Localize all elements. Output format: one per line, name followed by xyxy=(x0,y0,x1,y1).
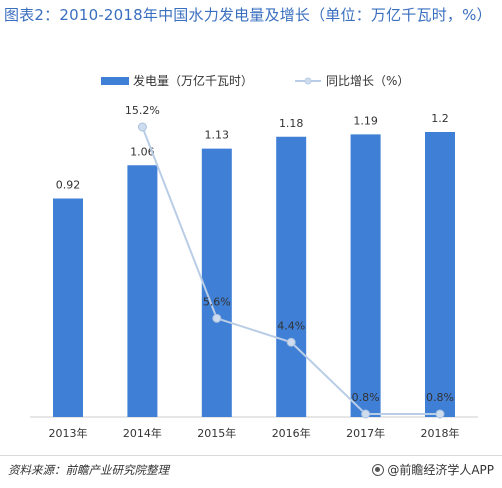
legend-label-line: 同比增长（%） xyxy=(326,74,409,88)
brand-logo-icon xyxy=(372,463,385,476)
chart-title: 图表2：2010-2018年中国水力发电量及增长（单位：万亿千瓦时，%） xyxy=(4,6,492,24)
legend-label-bar: 发电量（万亿千瓦时） xyxy=(133,73,253,88)
bar-2018年 xyxy=(425,132,455,417)
bar-value-label: 1.2 xyxy=(431,112,449,125)
bar-labels-group: 0.92 1.06 1.13 1.18 1.19 1.2 xyxy=(56,112,449,192)
brand-label: @前瞻经济学人APP xyxy=(387,463,494,477)
x-tick-label: 2018年 xyxy=(421,426,460,440)
bar-2016年 xyxy=(276,136,307,417)
growth-value-label: 4.4% xyxy=(277,319,305,332)
bar-2017年 xyxy=(350,134,381,417)
legend-swatch-bar xyxy=(101,77,129,85)
growth-marker xyxy=(361,409,371,419)
bar-value-label: 1.13 xyxy=(205,129,230,142)
bar-2015年 xyxy=(201,148,232,417)
source-note: 资料来源：前瞻产业研究院整理 xyxy=(8,463,169,477)
bar-value-label: 1.18 xyxy=(279,117,304,130)
brand: @前瞻经济学人APP xyxy=(372,461,494,478)
chart-area: 发电量（万亿千瓦时） 同比增长（%） 0.921.061.131.18 1.19 1… xyxy=(30,73,478,440)
x-tick-labels: 2013年 2014年 2015年 2016年 2017年 2018年 xyxy=(49,426,460,440)
bars-group xyxy=(53,132,455,417)
footer: 资料来源：前瞻产业研究院整理 @前瞻经济学人APP xyxy=(0,455,502,488)
bar-2014年 xyxy=(127,165,158,417)
growth-labels: 15.2% 5.6% 4.4% 0.8% 0.8% xyxy=(125,104,454,404)
x-tick-label: 2013年 xyxy=(49,426,88,440)
bar-2013年 xyxy=(53,198,83,417)
x-tick-label: 2017年 xyxy=(346,426,385,440)
growth-value-label: 5.6% xyxy=(203,295,231,308)
growth-value-label: 0.8% xyxy=(426,391,454,404)
bar-value-label: 0.92 xyxy=(56,179,81,192)
legend: 发电量（万亿千瓦时） 同比增长（%） xyxy=(101,73,409,88)
growth-marker xyxy=(212,313,222,323)
growth-marker xyxy=(286,337,296,347)
bar-value-label: 1.19 xyxy=(353,114,378,127)
growth-marker xyxy=(435,409,445,419)
x-tick-label: 2015年 xyxy=(197,426,236,440)
growth-value-label: 15.2% xyxy=(125,104,160,117)
growth-value-label: 0.8% xyxy=(352,391,380,404)
x-tick-label: 2016年 xyxy=(272,426,311,440)
legend-swatch-marker xyxy=(304,77,312,85)
growth-marker xyxy=(137,122,147,132)
x-tick-label: 2014年 xyxy=(123,426,162,440)
bar-value-label: 1.06 xyxy=(130,145,155,158)
growth-markers xyxy=(137,122,445,419)
